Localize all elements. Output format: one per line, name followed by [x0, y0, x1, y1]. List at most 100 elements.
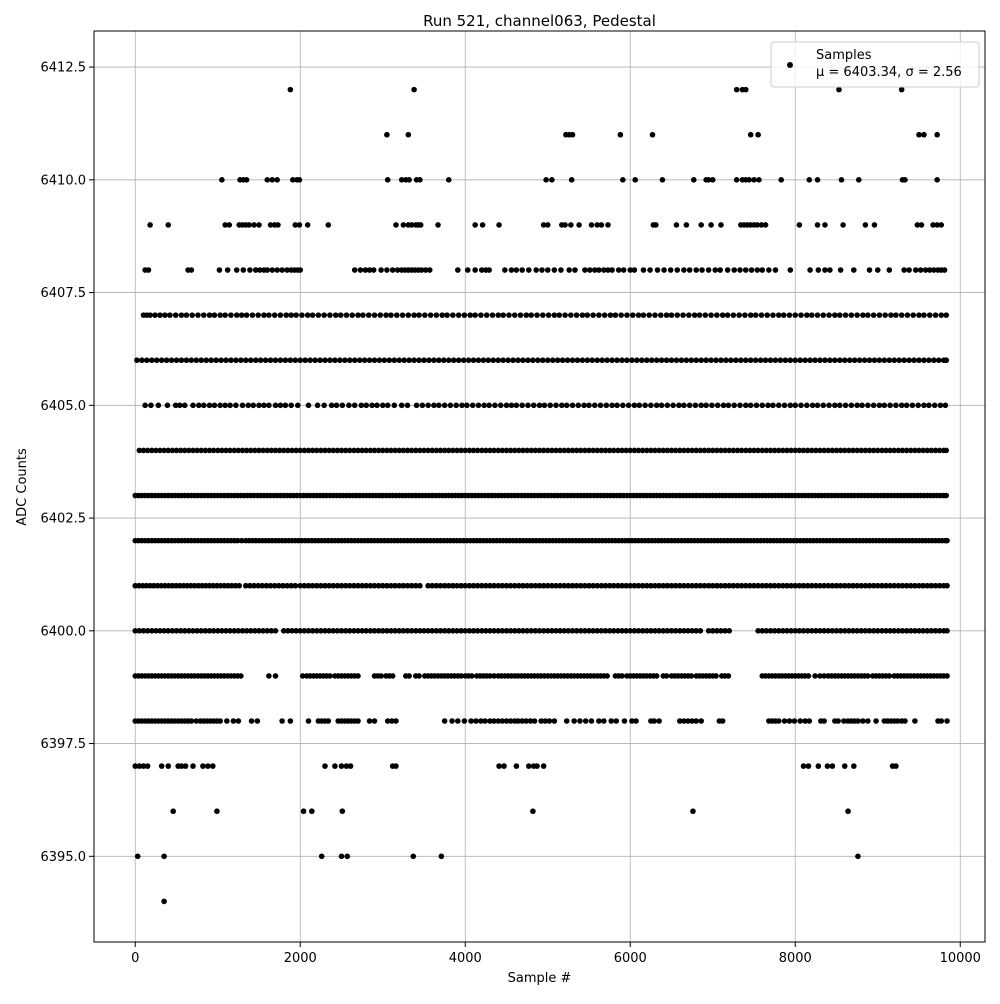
data-point [406, 673, 412, 679]
data-point [827, 357, 833, 364]
data-point [508, 402, 515, 409]
data-point [391, 402, 398, 409]
data-point [791, 718, 798, 724]
data-point [837, 447, 844, 454]
data-point [287, 357, 294, 364]
data-point [450, 312, 456, 318]
data-point [579, 312, 586, 318]
data-point [602, 447, 609, 454]
data-point [832, 402, 838, 409]
data-point [705, 177, 712, 183]
data-point [351, 402, 358, 409]
data-point [396, 628, 403, 634]
y-tick-label: 6405.0 [41, 399, 87, 414]
data-point [762, 357, 769, 364]
data-point [786, 312, 793, 318]
legend-entry-stats: μ = 6403.34, σ = 2.56 [816, 65, 962, 80]
data-point [771, 447, 778, 454]
data-point [565, 447, 572, 454]
data-point [800, 582, 807, 589]
y-tick-label: 6410.0 [41, 173, 87, 188]
data-point [326, 582, 332, 589]
data-point [879, 447, 885, 454]
data-point [586, 402, 592, 409]
data-point [664, 582, 671, 589]
data-point [214, 808, 220, 815]
data-point [325, 718, 332, 724]
data-point [822, 267, 828, 273]
data-point [787, 357, 794, 364]
chart-title: Run 521, channel063, Pedestal [423, 12, 656, 30]
data-point [474, 628, 481, 634]
data-point [533, 267, 539, 273]
data-point [217, 312, 224, 318]
data-point [487, 628, 493, 634]
data-point [528, 447, 535, 454]
data-point [615, 267, 622, 273]
data-point [738, 582, 745, 589]
data-point [313, 628, 320, 634]
data-point [787, 402, 794, 409]
data-point [245, 402, 252, 409]
data-point [719, 312, 726, 318]
data-point [685, 447, 691, 454]
data-point [332, 763, 338, 769]
data-point [536, 628, 543, 634]
data-point [377, 312, 384, 318]
data-point [239, 402, 246, 409]
data-point [943, 312, 950, 318]
data-point [190, 447, 196, 454]
data-point [643, 582, 650, 589]
data-point [177, 628, 184, 634]
data-point [330, 582, 337, 589]
data-point [441, 447, 448, 454]
data-point [759, 582, 766, 589]
data-point [751, 177, 757, 183]
data-point [433, 447, 440, 454]
data-point [821, 447, 827, 454]
data-point [264, 267, 271, 273]
data-point [322, 357, 328, 364]
data-point [904, 312, 911, 318]
data-point [907, 447, 914, 454]
data-point [302, 357, 309, 364]
data-point [601, 718, 607, 724]
data-point [866, 582, 873, 589]
data-point [751, 447, 757, 454]
data-point [517, 312, 524, 318]
data-point [883, 582, 889, 589]
data-point [309, 628, 316, 634]
data-point [802, 357, 808, 364]
data-point [426, 357, 432, 364]
data-point [379, 582, 386, 589]
data-point [435, 222, 441, 228]
data-point [660, 582, 667, 589]
data-point [594, 357, 601, 364]
data-point [797, 357, 803, 364]
data-point [524, 582, 530, 589]
data-point [211, 312, 218, 318]
data-point [300, 808, 307, 815]
data-point [916, 582, 922, 589]
data-point [594, 447, 601, 454]
data-point [249, 312, 256, 318]
data-point [355, 673, 361, 679]
data-point [862, 582, 869, 589]
data-point [136, 628, 143, 634]
data-point [754, 267, 761, 273]
data-point [360, 312, 366, 318]
data-point [654, 267, 661, 273]
data-point [206, 628, 213, 634]
data-point [408, 582, 415, 589]
data-point [349, 312, 356, 318]
data-point [540, 312, 546, 318]
data-point [347, 763, 354, 769]
data-point [693, 447, 700, 454]
data-point [535, 357, 541, 364]
data-point [725, 402, 732, 409]
data-point [815, 763, 822, 769]
data-point [726, 582, 733, 589]
data-point [574, 357, 581, 364]
x-tick-label: 8000 [779, 951, 812, 966]
